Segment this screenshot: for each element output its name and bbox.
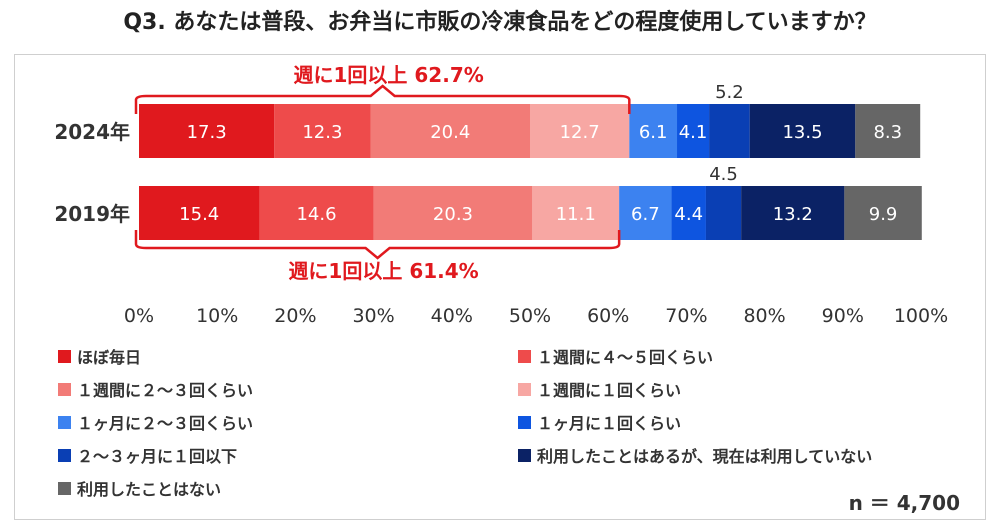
data-label: 15.4 [179, 204, 219, 225]
data-label: 20.3 [433, 204, 473, 225]
bar-segment [629, 104, 678, 158]
x-tick-label: 10% [196, 305, 238, 327]
x-tick-label: 30% [352, 305, 394, 327]
x-tick-label: 60% [587, 305, 629, 327]
legend-swatch [58, 349, 71, 363]
chart-title: Q3. あなたは普段、お弁当に市販の冷凍食品をどの程度使用していますか？ [123, 10, 877, 35]
legend-item: １週間に１回くらい [518, 377, 681, 401]
sample-size-note: n ＝ 4,700 [848, 491, 960, 515]
legend-label: 利用したことはない [77, 480, 222, 499]
legend-swatch [58, 448, 71, 462]
legend-swatch [58, 481, 71, 495]
bar-segment [530, 104, 630, 158]
legend-item: １ヶ月に２～３回くらい [58, 410, 253, 434]
data-label: 12.3 [302, 122, 342, 143]
legend-label: １週間に４～５回くらい [537, 348, 714, 367]
bar-segment [139, 186, 260, 240]
x-tick-label: 50% [509, 305, 551, 327]
legend-swatch [518, 448, 531, 462]
legend-swatch [58, 415, 71, 429]
legend-label: １ヶ月に１回くらい [537, 414, 682, 433]
x-tick-label: 40% [431, 305, 473, 327]
legend-label: 利用したことはあるが、現在は利用していない [537, 447, 873, 466]
data-label: 8.3 [873, 122, 902, 143]
data-label: 9.9 [869, 204, 898, 225]
bar-segment [619, 186, 672, 240]
legend-label: ２～３ヶ月に１回以下 [77, 447, 238, 466]
bracket [134, 230, 621, 260]
annotation-label: 週に1回以上 62.7% [294, 63, 484, 87]
bar-segment [259, 186, 374, 240]
data-label: 20.4 [430, 122, 470, 143]
x-tick-label: 100% [894, 305, 948, 327]
bar-segment [741, 186, 845, 240]
data-label: 6.1 [639, 122, 668, 143]
data-label: 4.1 [679, 122, 708, 143]
bracket [134, 84, 631, 114]
data-label: 11.1 [556, 204, 596, 225]
legend-swatch [518, 415, 531, 429]
data-label: 4.4 [674, 204, 703, 225]
bar-segment [855, 104, 921, 158]
bar-segment [274, 104, 371, 158]
legend-item: 利用したことはあるが、現在は利用していない [518, 443, 872, 467]
bar-segment [370, 104, 530, 158]
bar-segment [844, 186, 922, 240]
x-tick-label: 0% [124, 305, 154, 327]
data-label: 13.2 [773, 204, 813, 225]
data-label: 12.7 [560, 122, 600, 143]
legend-label: １週間に２～３回くらい [77, 381, 254, 400]
data-label: 13.5 [782, 122, 822, 143]
category-label: 2024年 [54, 120, 130, 144]
legend-item: ほぼ毎日 [58, 344, 141, 368]
bar-segment [705, 186, 742, 240]
bar-segment [139, 104, 275, 158]
x-tick-label: 70% [665, 305, 707, 327]
legend-label: １ヶ月に２～３回くらい [77, 414, 254, 433]
legend-swatch [518, 382, 531, 396]
legend-item: 利用したことはない [58, 476, 221, 500]
category-label: 2019年 [54, 202, 130, 226]
legend-swatch [518, 349, 531, 363]
x-tick-label: 80% [743, 305, 785, 327]
legend-label: １週間に１回くらい [537, 381, 682, 400]
bar-segment [749, 104, 856, 158]
legend-item: １週間に４～５回くらい [518, 344, 713, 368]
bar-segment [532, 186, 620, 240]
legend-item: １ヶ月に１回くらい [518, 410, 681, 434]
legend-item: １週間に２～３回くらい [58, 377, 253, 401]
data-label: 5.2 [715, 82, 744, 103]
bar-segment [373, 186, 533, 240]
data-label: 4.5 [709, 164, 738, 185]
legend-item: ２～３ヶ月に１回以下 [58, 443, 237, 467]
bar-segment [677, 104, 710, 158]
legend-swatch [58, 382, 71, 396]
bar-segment [671, 186, 706, 240]
annotation-label: 週に1回以上 61.4% [288, 259, 478, 283]
data-label: 6.7 [631, 204, 660, 225]
x-tick-label: 20% [274, 305, 316, 327]
legend-label: ほぼ毎日 [77, 348, 142, 367]
data-label: 14.6 [296, 204, 336, 225]
bar-segment [709, 104, 750, 158]
x-tick-label: 90% [822, 305, 864, 327]
data-label: 17.3 [187, 122, 227, 143]
